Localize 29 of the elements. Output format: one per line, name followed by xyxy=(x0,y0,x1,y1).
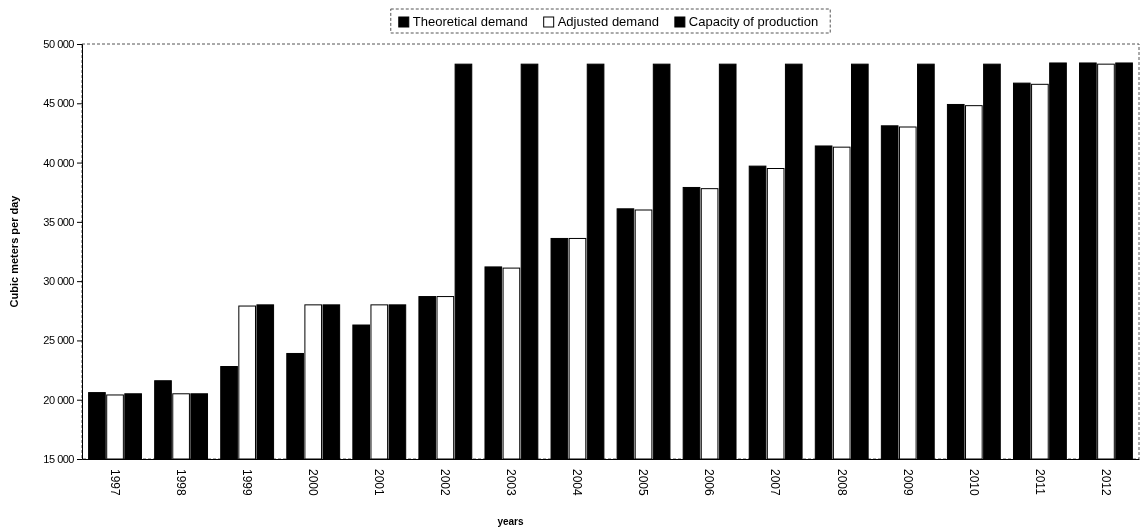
y-tick-label: 50 000 xyxy=(43,38,75,51)
y-tick-label: 15 000 xyxy=(43,453,75,466)
x-axis-title: years xyxy=(497,516,525,527)
y-tick-label: 20 000 xyxy=(43,393,75,406)
legend-label: Adjusted demand xyxy=(557,14,659,29)
x-tick-label: 2002 xyxy=(438,469,453,497)
x-tick-label: 2001 xyxy=(372,469,387,497)
x-tick-label: 2005 xyxy=(636,469,651,497)
y-tick-label: 25 000 xyxy=(43,334,75,347)
x-tick-label: 2003 xyxy=(504,469,519,497)
x-tick-label: 2007 xyxy=(768,469,783,497)
x-tick-label: 2010 xyxy=(966,469,981,497)
x-tick-label: 2009 xyxy=(900,469,915,497)
x-tick-label: 2004 xyxy=(570,469,585,497)
y-tick-label: 45 000 xyxy=(43,97,75,110)
x-tick-label: 2011 xyxy=(1032,469,1047,496)
x-tick-label: 1998 xyxy=(173,469,188,497)
x-tick-label: 1999 xyxy=(239,469,254,497)
legend-label: Capacity of production xyxy=(688,14,819,29)
legend-label: Theoretical demand xyxy=(412,14,528,29)
y-tick-label: 35 000 xyxy=(43,215,75,228)
x-tick-label: 2012 xyxy=(1098,469,1113,497)
y-tick-label: 40 000 xyxy=(43,156,75,169)
x-tick-label: 2006 xyxy=(702,469,717,497)
y-tick-label: 30 000 xyxy=(43,275,75,288)
x-tick-label: 2008 xyxy=(834,469,849,497)
y-axis-title: Cubic meters per day xyxy=(8,194,20,308)
x-tick-label: 2000 xyxy=(306,469,321,497)
x-tick-label: 1997 xyxy=(107,469,122,497)
